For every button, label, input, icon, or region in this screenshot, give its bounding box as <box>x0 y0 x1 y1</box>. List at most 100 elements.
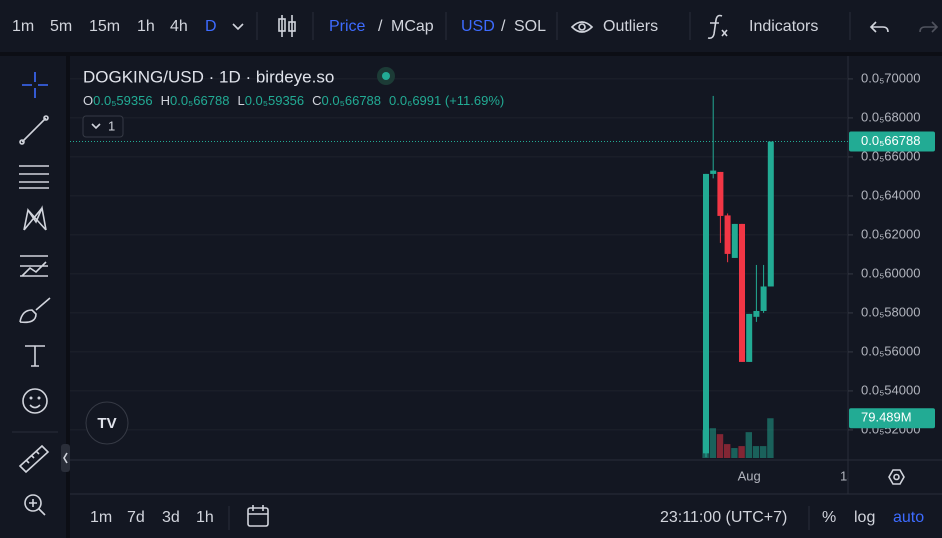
interval-group: 1m 5m 15m 1h 4h D <box>12 18 217 35</box>
volume-bar <box>738 446 745 458</box>
separator-text: / <box>501 18 506 35</box>
candle-body <box>760 286 767 311</box>
last-volume-label: 79.489M <box>861 410 912 425</box>
candle-body <box>739 223 745 362</box>
live-dot <box>382 72 390 80</box>
collapse-toolbar[interactable] <box>61 444 70 472</box>
last-volume-box <box>849 408 935 429</box>
separator-text: / <box>378 18 383 35</box>
y-tick-label: 0.0₅70000 <box>861 70 920 85</box>
interval-button[interactable]: 1m <box>12 18 34 35</box>
legend-value: 0.0₅66788 <box>170 93 229 108</box>
candle-body <box>753 310 760 317</box>
auto-toggle[interactable]: auto <box>893 509 924 526</box>
y-tick-label: 0.0₅68000 <box>861 109 920 124</box>
interval-button[interactable]: 4h <box>170 18 188 35</box>
y-tick-label: 0.0₅56000 <box>861 343 920 358</box>
legend-change: 0.0₆6991 (+11.69%) <box>389 93 504 108</box>
candle-body <box>703 173 709 454</box>
sol-toggle[interactable]: SOL <box>514 18 546 35</box>
mcap-toggle[interactable]: MCap <box>391 18 434 35</box>
time-axis: Aug 15 <box>738 468 854 483</box>
axis-settings[interactable] <box>888 469 905 485</box>
brush-tool[interactable] <box>19 297 51 324</box>
clock[interactable]: 23:11:00 (UTC+7) <box>660 509 787 526</box>
legend-key: O <box>83 93 93 108</box>
emoji-tool[interactable] <box>22 388 48 414</box>
trend-line-tool[interactable] <box>19 115 49 145</box>
candle-body <box>724 215 731 254</box>
pane-toggle[interactable]: 1 <box>82 115 124 138</box>
candle-body <box>731 223 738 258</box>
volume-bar <box>709 428 716 458</box>
interval-button[interactable]: D <box>205 18 217 35</box>
candle-body <box>767 141 774 287</box>
y-tick-label: 0.0₅64000 <box>861 187 920 202</box>
y-tick-label: 0.0₅66000 <box>861 148 920 163</box>
interval-button[interactable]: 5m <box>50 18 72 35</box>
ohlc-legend: O0.0₅59356 H0.0₅66788 L0.0₅59356 C0.0₅66788… <box>83 93 504 108</box>
crosshair-tool[interactable] <box>22 72 48 98</box>
range-group: 1m 7d 3d 1h <box>90 509 214 526</box>
legend-value: 0.0₅59356 <box>93 93 152 108</box>
range-button[interactable]: 3d <box>162 509 180 526</box>
interval-menu[interactable] <box>232 23 244 31</box>
goto-date[interactable] <box>247 505 269 527</box>
y-tick-label: 0.0₅54000 <box>861 382 920 397</box>
chart-title: DOGKING/USD · 1D · birdeye.so <box>83 67 334 86</box>
fib-tool[interactable] <box>19 165 49 189</box>
indicators-button[interactable]: Indicators <box>749 18 818 35</box>
y-tick-label: 0.0₅60000 <box>861 265 920 280</box>
outliers-icon[interactable] <box>570 21 594 33</box>
indicators-icon[interactable] <box>707 14 728 39</box>
legend-key: C <box>312 93 321 108</box>
range-button[interactable]: 7d <box>127 509 145 526</box>
price-toggle[interactable]: Price <box>329 18 366 35</box>
candle-body <box>746 313 753 362</box>
text-tool[interactable] <box>25 345 45 367</box>
candle-body <box>710 170 717 174</box>
y-tick-label: 0.0₅62000 <box>861 226 920 241</box>
range-button[interactable]: 1m <box>90 509 112 526</box>
candle-body <box>717 171 724 216</box>
svg-text:TV: TV <box>97 415 116 432</box>
volume-bar <box>752 446 760 458</box>
prediction-tool[interactable] <box>20 255 48 277</box>
volume-bar <box>724 444 731 458</box>
tradingview-logo: TV <box>85 401 129 445</box>
volume-bar <box>767 418 774 458</box>
undo-button[interactable] <box>869 21 889 33</box>
legend-key: H <box>161 93 170 108</box>
grid <box>70 78 848 431</box>
pane-count: 1 <box>108 118 115 133</box>
volume-bar <box>745 432 752 458</box>
legend-key: L <box>237 93 244 108</box>
pattern-tool[interactable] <box>23 205 47 231</box>
chart-panel <box>70 56 942 538</box>
volume-bar <box>760 446 767 458</box>
redo-button[interactable] <box>919 21 939 33</box>
x-tick-label: Aug <box>738 468 761 483</box>
price-axis: 0.0₅70000 0.0₅68000 0.0₅66000 0.0₅64000 0.0₅… <box>848 70 935 436</box>
chart-type-button[interactable] <box>278 15 296 37</box>
interval-button[interactable]: 1h <box>137 18 155 35</box>
interval-button[interactable]: 15m <box>89 18 120 35</box>
ruler-tool[interactable] <box>18 444 50 474</box>
last-price-box <box>849 131 935 152</box>
top-toolbar <box>0 0 942 52</box>
legend-value: 0.0₅59356 <box>245 93 304 108</box>
volume-bar <box>716 434 724 458</box>
range-button[interactable]: 1h <box>196 509 214 526</box>
log-toggle[interactable]: log <box>854 509 875 526</box>
last-price-label: 0.0₅66788 <box>861 133 920 148</box>
plot-area <box>70 95 848 458</box>
zoom-tool[interactable] <box>24 494 46 516</box>
legend-value: 0.0₅66788 <box>322 93 381 108</box>
usd-toggle[interactable]: USD <box>461 18 495 35</box>
outliers-button[interactable]: Outliers <box>603 18 658 35</box>
volume-bar <box>731 448 738 458</box>
y-tick-label: 0.0₅58000 <box>861 304 920 319</box>
x-tick-label: 15 <box>840 468 854 483</box>
percent-toggle[interactable]: % <box>822 509 836 526</box>
